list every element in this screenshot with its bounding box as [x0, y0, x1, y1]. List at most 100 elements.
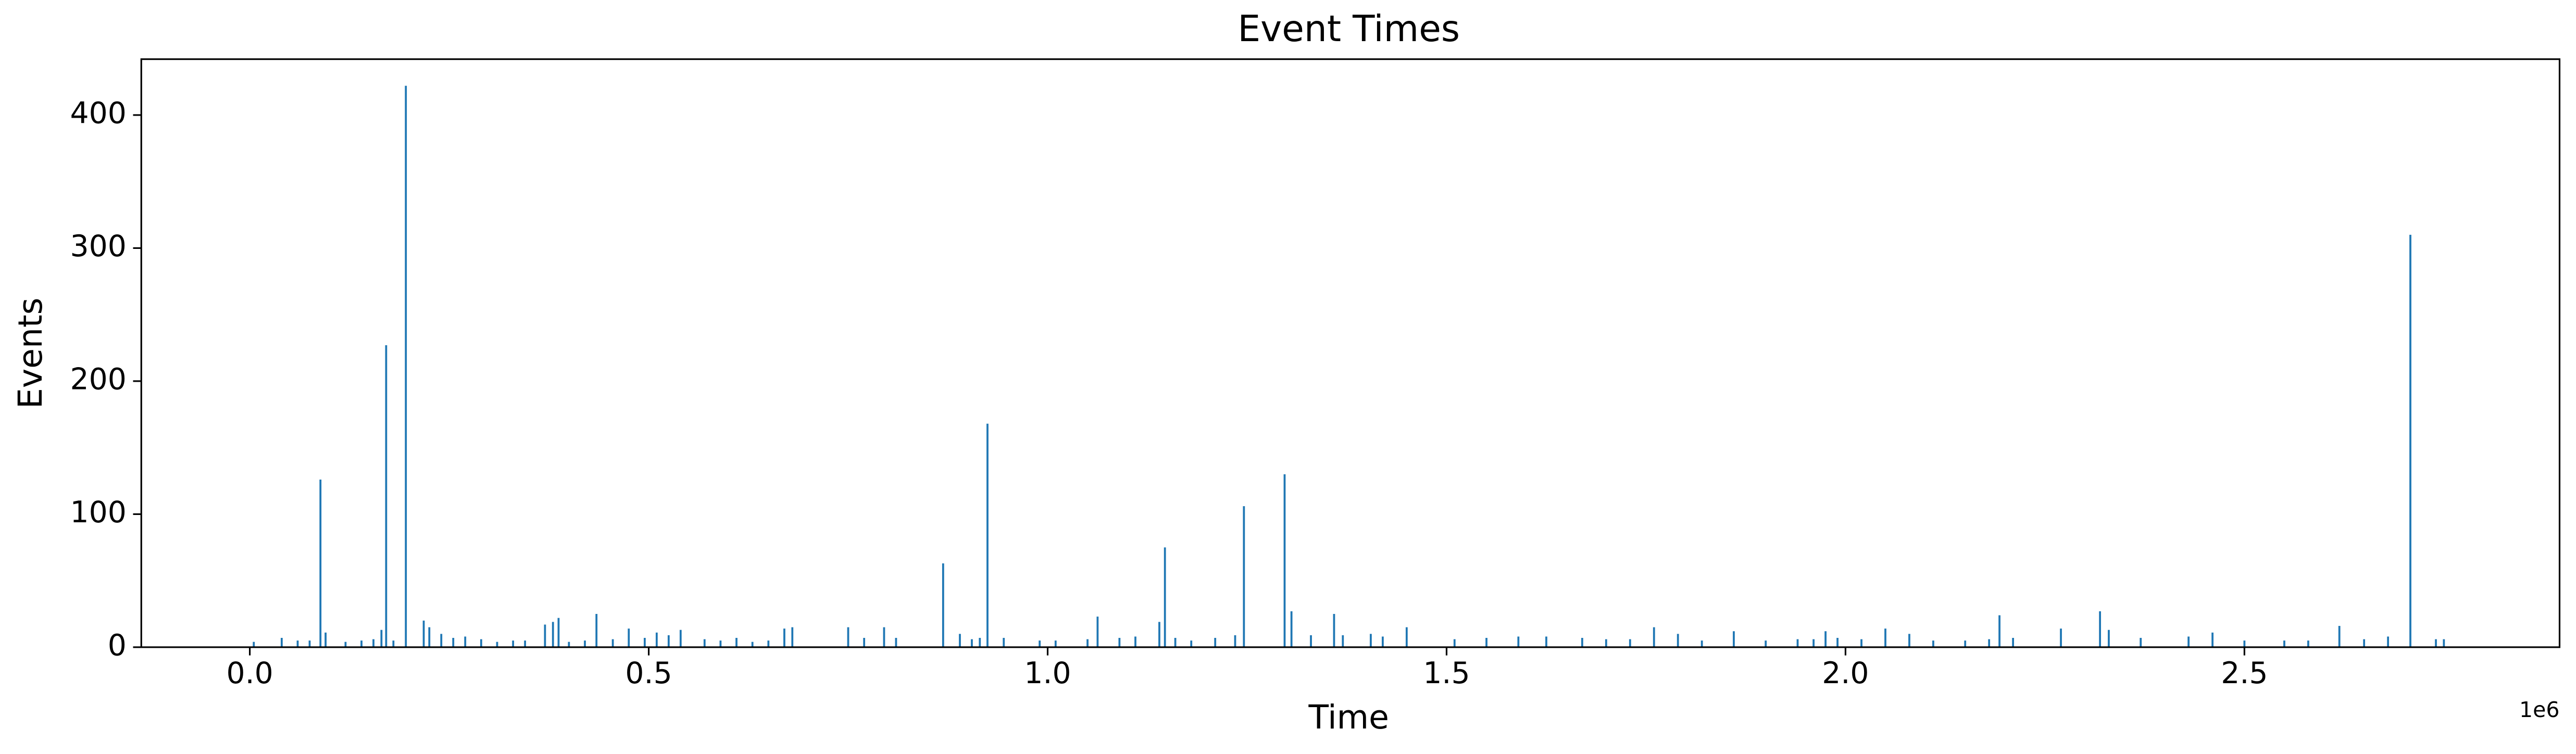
spike [405, 85, 407, 647]
spike [1824, 631, 1827, 647]
spike [1605, 639, 1607, 647]
spike [735, 638, 737, 647]
spike [544, 624, 546, 647]
spike [1214, 638, 1217, 647]
spike [2187, 636, 2190, 647]
spike [324, 632, 327, 647]
spike [751, 642, 754, 647]
spike [1700, 640, 1703, 647]
spike [360, 640, 362, 647]
spike [986, 423, 989, 647]
spike [2387, 636, 2389, 647]
spike [1629, 639, 1631, 647]
spike [791, 627, 794, 647]
x-tick-label: 0.5 [625, 656, 672, 690]
spike [2243, 640, 2246, 647]
spike [308, 640, 311, 647]
spike [1677, 634, 1679, 647]
y-tick-label: 100 [70, 495, 127, 530]
spike [1405, 627, 1408, 647]
spike [883, 627, 885, 647]
spike [1342, 635, 1344, 647]
spike [2435, 639, 2437, 647]
spike [655, 632, 658, 647]
spike [1190, 640, 1193, 647]
y-tick-label: 0 [108, 628, 127, 662]
spike [296, 640, 299, 647]
spike [1158, 622, 1160, 647]
spike [942, 563, 944, 647]
plot-frame [140, 58, 2561, 648]
spike [1054, 640, 1057, 647]
spike [1988, 639, 1991, 647]
spike [1812, 639, 1815, 647]
spike [1234, 635, 1236, 647]
spike [1453, 639, 1456, 647]
spike [440, 634, 443, 647]
spike [1382, 636, 1384, 647]
spike [2409, 234, 2411, 647]
spike [611, 639, 614, 647]
spike [1096, 617, 1099, 647]
spike [1243, 506, 1245, 647]
spike [2211, 632, 2214, 647]
spike [595, 614, 598, 647]
spike [847, 627, 849, 647]
spike [979, 638, 981, 647]
spike [385, 345, 387, 647]
spike [584, 640, 586, 647]
spike [1765, 640, 1767, 647]
spike [452, 638, 455, 647]
spike [2443, 639, 2445, 647]
y-tick-label: 300 [70, 229, 127, 263]
spike [719, 640, 722, 647]
spike [1653, 627, 1655, 647]
spike [372, 639, 374, 647]
spike [679, 630, 682, 647]
spike [557, 618, 560, 647]
spike [667, 635, 670, 647]
spike [644, 638, 646, 647]
spike [280, 638, 283, 647]
spike [1039, 640, 1041, 647]
spike [1283, 474, 1286, 647]
chart-title: Event Times [1237, 8, 1460, 50]
spike [863, 638, 866, 647]
spike [552, 622, 554, 647]
spike [1932, 640, 1934, 647]
spike [1860, 639, 1862, 647]
spike [703, 639, 706, 647]
spike [380, 630, 383, 647]
x-tick-label: 1.5 [1423, 656, 1470, 690]
spike [1164, 547, 1166, 647]
y-tick-label: 200 [70, 362, 127, 397]
spike [428, 627, 431, 647]
spike [1290, 611, 1293, 647]
spike [1998, 615, 2000, 647]
spike [496, 642, 498, 647]
y-axis-label: Events [11, 297, 49, 409]
spike [1118, 638, 1121, 647]
spike [512, 640, 515, 647]
spike [959, 634, 961, 647]
spike [344, 642, 347, 647]
y-tick-label: 400 [70, 96, 127, 131]
spike [767, 640, 770, 647]
spike [2307, 640, 2309, 647]
spike [2012, 638, 2014, 647]
spike [253, 642, 255, 647]
spike [1836, 638, 1839, 647]
x-axis-label: Time [1308, 698, 1389, 736]
spike [2363, 639, 2366, 647]
spike [628, 629, 630, 647]
spike [2108, 630, 2110, 647]
spike [783, 629, 785, 647]
spike [568, 642, 570, 647]
spike [392, 640, 395, 647]
spike [1884, 629, 1886, 647]
spike [2338, 626, 2341, 647]
spike [971, 639, 973, 647]
spike [895, 638, 897, 647]
spike [1086, 639, 1089, 647]
